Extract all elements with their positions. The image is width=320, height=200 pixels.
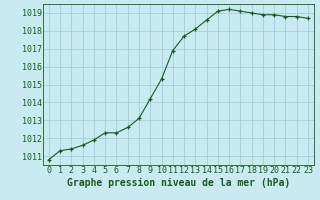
X-axis label: Graphe pression niveau de la mer (hPa): Graphe pression niveau de la mer (hPa) [67,178,290,188]
